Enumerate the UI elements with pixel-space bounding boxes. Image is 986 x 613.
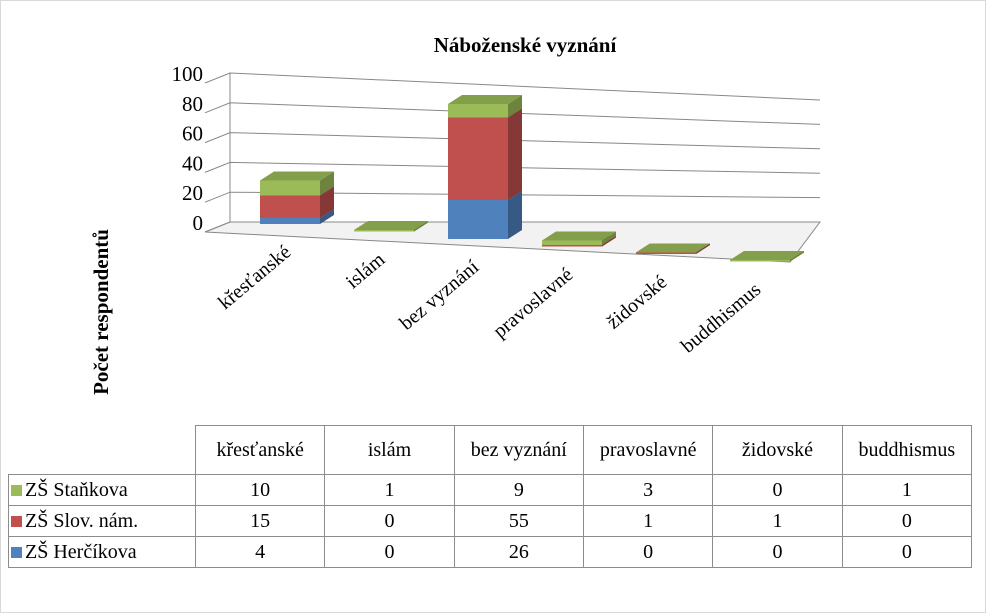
legend-label: ZŠ Herčíkova — [25, 540, 137, 563]
bar-segment — [260, 171, 334, 196]
y-tick-label: 20 — [182, 181, 203, 205]
table-value: 1 — [582, 505, 714, 537]
bar-front — [448, 104, 508, 118]
legend-label: ZŠ Slov. nám. — [25, 509, 139, 532]
legend-cell: ZŠ Herčíkova — [8, 536, 196, 568]
bar-top — [542, 231, 616, 241]
y-tick-label: 40 — [182, 151, 203, 175]
table-value: 0 — [712, 474, 843, 506]
bar-segment — [448, 108, 522, 200]
table-row: ZŠ Slov. nám. 15 0 55 1 1 0 — [8, 505, 973, 537]
bar-top — [730, 251, 804, 260]
bar-front — [730, 260, 790, 262]
bar-segment — [730, 251, 804, 262]
bar-side — [414, 221, 428, 232]
y-tick-label: 0 — [193, 211, 204, 235]
table-value: 15 — [194, 505, 326, 537]
legend-label: ZŠ Staňkova — [25, 478, 128, 501]
x-tick-label: křesťanské — [214, 241, 295, 314]
bar-top — [448, 95, 522, 104]
table-value: 0 — [841, 505, 973, 537]
bar-segment — [636, 243, 710, 253]
y-tick-label: 60 — [182, 122, 203, 146]
chart-title: Náboženské vyznání — [434, 33, 618, 57]
bar-side — [696, 243, 710, 254]
table-header: křesťanské islám bez vyznání pravoslavné žid… — [8, 425, 973, 475]
bar-side — [602, 231, 616, 245]
bar-front — [542, 245, 602, 247]
data-table: křesťanské islám bez vyznání pravoslavné žid… — [8, 425, 973, 568]
bar-side — [320, 186, 334, 218]
y-tick-label: 100 — [172, 62, 204, 86]
bar-front — [260, 195, 320, 218]
table-row: ZŠ Herčíkova 4 0 26 0 0 0 — [8, 536, 973, 568]
table-header-cell: pravoslavné — [582, 425, 714, 475]
x-tick-label: pravoslavné — [489, 263, 577, 342]
bar-side — [508, 191, 522, 239]
table-value: 1 — [841, 474, 973, 506]
table-value: 1 — [712, 505, 843, 537]
bar-side — [508, 95, 522, 118]
table-value: 9 — [453, 474, 584, 506]
bar-segment — [448, 95, 522, 118]
table-value: 1 — [324, 474, 455, 506]
table-corner — [8, 425, 196, 475]
table-value: 0 — [712, 536, 843, 568]
x-tick-label: islám — [342, 248, 390, 293]
table-value: 3 — [582, 474, 714, 506]
table-header-cell: židovské — [712, 425, 843, 475]
bar-side — [508, 108, 522, 200]
table-value: 55 — [453, 505, 584, 537]
table-value: 10 — [194, 474, 326, 506]
table-value: 0 — [324, 536, 455, 568]
table-value: 0 — [841, 536, 973, 568]
table-header-cell: buddhismus — [841, 425, 973, 475]
table-header-cell: bez vyznání — [453, 425, 584, 475]
bar-front — [636, 252, 696, 254]
bar-front — [542, 240, 602, 245]
legend-swatch — [11, 484, 22, 496]
bar-side — [320, 171, 334, 196]
bar-front — [448, 200, 508, 239]
legend-swatch — [11, 515, 22, 527]
table-header-cell: křesťanské — [194, 425, 326, 475]
bar-front — [260, 218, 320, 224]
bar-top — [636, 243, 710, 253]
bar-front — [354, 230, 414, 232]
bar-front — [448, 117, 508, 200]
x-tick-label: židovské — [603, 271, 672, 334]
table-header-cell: islám — [324, 425, 455, 475]
bar-segment — [542, 231, 616, 245]
bar-top — [354, 221, 428, 230]
y-tick-label: 80 — [182, 92, 203, 116]
table-value: 0 — [582, 536, 714, 568]
bar-segment — [354, 221, 428, 232]
bar-side — [320, 209, 334, 224]
bar-top — [260, 171, 334, 181]
y-axis-label: Počet respondentů — [89, 229, 113, 395]
x-tick-label: bez vyznání — [395, 256, 483, 335]
legend-swatch — [11, 546, 22, 558]
table-value: 4 — [194, 536, 326, 568]
table-row: ZŠ Staňkova 10 1 9 3 0 1 — [8, 474, 973, 506]
bar-side — [790, 251, 804, 262]
table-value: 0 — [324, 505, 455, 537]
bar-front — [260, 180, 320, 196]
bar-side — [602, 236, 616, 247]
table-value: 26 — [453, 536, 584, 568]
legend-cell: ZŠ Staňkova — [8, 474, 196, 506]
x-tick-label: buddhismus — [677, 278, 765, 357]
legend-cell: ZŠ Slov. nám. — [8, 505, 196, 537]
